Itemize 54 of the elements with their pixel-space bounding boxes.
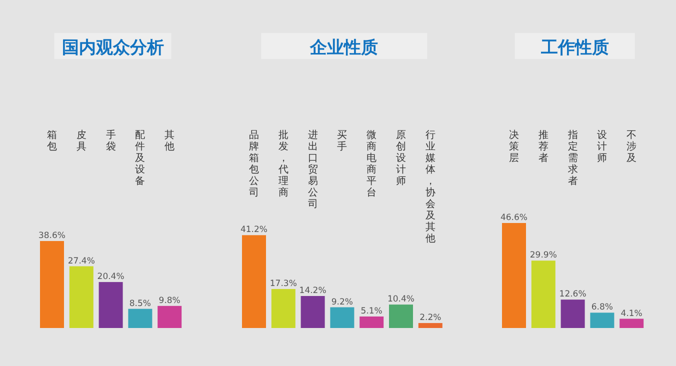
x-tick-label: 指定需求者 — [566, 129, 578, 187]
bar — [531, 260, 556, 328]
x-tick-label: 决策层 — [509, 129, 519, 164]
bar — [271, 289, 296, 328]
x-tick-label: 不涉及 — [626, 130, 637, 164]
x-tick-label: 配件及设备 — [135, 130, 146, 187]
bar — [389, 304, 413, 328]
chart-title: 工作性质 — [540, 38, 609, 58]
x-tick-label: 手袋 — [106, 129, 116, 152]
x-tick-label: 设计师 — [597, 129, 608, 164]
data-label: 12.6% — [559, 290, 586, 300]
chart-title: 国内观众分析 — [62, 38, 164, 58]
data-label: 8.5% — [129, 298, 152, 309]
data-label: 17.3% — [270, 279, 297, 290]
data-label: 38.6% — [38, 231, 66, 242]
data-label: 4.1% — [620, 308, 642, 319]
bar — [40, 241, 64, 328]
x-tick-label: 箱包 — [47, 130, 57, 152]
data-label: 29.9% — [530, 250, 557, 261]
data-label: 9.2% — [331, 297, 354, 308]
data-label: 2.2% — [420, 313, 442, 324]
bar — [128, 308, 152, 328]
bar — [418, 323, 442, 328]
data-label: 27.4% — [68, 256, 95, 266]
x-tick-label: 推荐者 — [538, 129, 548, 164]
chart-title: 企业性质 — [309, 38, 378, 58]
x-tick-label: 其他 — [164, 129, 175, 152]
bar — [158, 306, 182, 328]
bar — [502, 223, 526, 328]
data-label: 9.8% — [158, 296, 180, 306]
bar — [69, 266, 94, 328]
data-label: 10.4% — [387, 294, 415, 305]
x-tick-label: 买手 — [337, 130, 348, 152]
x-tick-label: 原创设计师 — [396, 130, 406, 187]
x-tick-label: 进出口贸易公司 — [308, 129, 318, 210]
data-label: 6.8% — [591, 302, 614, 313]
data-label: 14.2% — [299, 286, 326, 296]
bar — [98, 282, 123, 328]
bar — [620, 318, 644, 328]
bar — [330, 307, 354, 328]
x-tick-label: 品牌箱包公司 — [249, 130, 259, 198]
data-label: 41.2% — [240, 225, 268, 236]
x-tick-label: 批发，代理商 — [277, 129, 288, 198]
category-label: 行业媒体，协会及其他 — [425, 130, 436, 244]
data-label: 5.1% — [360, 306, 382, 317]
bar — [560, 300, 585, 328]
x-tick-label: 皮具 — [76, 129, 86, 152]
x-tick-label: 微商电商平台 — [366, 130, 377, 198]
bar — [300, 296, 325, 328]
data-label: 20.4% — [97, 272, 124, 282]
bar — [590, 312, 614, 328]
bar — [360, 316, 384, 328]
data-label: 46.6% — [500, 213, 528, 223]
bar — [242, 235, 266, 328]
